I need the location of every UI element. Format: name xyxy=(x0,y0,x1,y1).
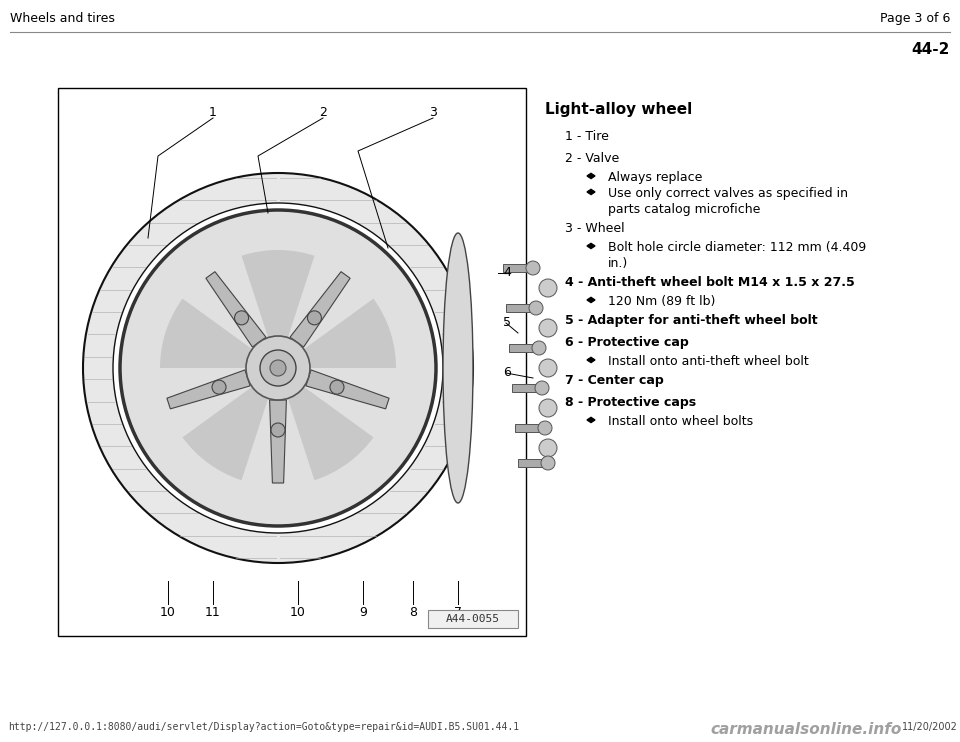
Circle shape xyxy=(539,399,557,417)
Wedge shape xyxy=(160,298,278,368)
Polygon shape xyxy=(587,298,595,303)
Text: 10: 10 xyxy=(160,606,176,619)
Bar xyxy=(506,304,534,312)
Polygon shape xyxy=(167,370,251,409)
Circle shape xyxy=(535,381,549,395)
Text: Use only correct valves as specified in: Use only correct valves as specified in xyxy=(608,187,848,200)
Circle shape xyxy=(212,380,226,394)
Bar xyxy=(503,264,531,272)
Text: 4: 4 xyxy=(503,266,511,280)
Text: 8 - Protective caps: 8 - Protective caps xyxy=(565,396,696,409)
Text: 6: 6 xyxy=(503,367,511,379)
Polygon shape xyxy=(587,417,595,422)
Circle shape xyxy=(330,380,344,394)
Bar xyxy=(515,424,543,432)
Circle shape xyxy=(532,341,546,355)
Text: 6 - Protective cap: 6 - Protective cap xyxy=(565,336,688,349)
Text: Light-alloy wheel: Light-alloy wheel xyxy=(545,102,692,117)
Circle shape xyxy=(529,301,543,315)
Text: 10: 10 xyxy=(290,606,306,619)
Polygon shape xyxy=(270,400,286,483)
Text: parts catalog microfiche: parts catalog microfiche xyxy=(608,203,760,216)
Text: 5 - Adapter for anti-theft wheel bolt: 5 - Adapter for anti-theft wheel bolt xyxy=(565,314,818,327)
Circle shape xyxy=(120,210,436,526)
Text: in.): in.) xyxy=(608,257,628,270)
Polygon shape xyxy=(587,174,595,179)
Wedge shape xyxy=(278,368,373,480)
Circle shape xyxy=(538,421,552,435)
Circle shape xyxy=(246,336,310,400)
Text: 11/20/2002: 11/20/2002 xyxy=(902,722,958,732)
Text: 3 - Wheel: 3 - Wheel xyxy=(565,222,625,235)
Bar xyxy=(58,88,526,636)
Text: Page 3 of 6: Page 3 of 6 xyxy=(879,12,950,25)
Text: carmanualsonline.info: carmanualsonline.info xyxy=(710,722,901,737)
Circle shape xyxy=(83,173,473,563)
Wedge shape xyxy=(242,250,315,368)
Text: Bolt hole circle diameter: 112 mm (4.409: Bolt hole circle diameter: 112 mm (4.409 xyxy=(608,241,866,254)
Text: 5: 5 xyxy=(503,317,511,329)
Text: 120 Nm (89 ft lb): 120 Nm (89 ft lb) xyxy=(608,295,715,308)
Text: Wheels and tires: Wheels and tires xyxy=(10,12,115,25)
Circle shape xyxy=(307,311,322,325)
Ellipse shape xyxy=(443,233,473,503)
Text: 44-2: 44-2 xyxy=(912,42,950,57)
Wedge shape xyxy=(182,368,278,480)
Circle shape xyxy=(113,203,443,533)
Circle shape xyxy=(526,261,540,275)
Text: 1 - Tire: 1 - Tire xyxy=(565,130,609,143)
Circle shape xyxy=(539,439,557,457)
Polygon shape xyxy=(587,243,595,249)
Circle shape xyxy=(539,359,557,377)
Text: 7 - Center cap: 7 - Center cap xyxy=(565,374,663,387)
Text: http://127.0.0.1:8080/audi/servlet/Display?action=Goto&type=repair&id=AUDI.B5.SU: http://127.0.0.1:8080/audi/servlet/Displ… xyxy=(8,722,519,732)
Text: 2 - Valve: 2 - Valve xyxy=(565,152,619,165)
Text: Always replace: Always replace xyxy=(608,171,703,184)
Circle shape xyxy=(539,279,557,297)
Bar xyxy=(509,344,537,352)
Circle shape xyxy=(539,319,557,337)
Bar xyxy=(518,459,546,467)
Polygon shape xyxy=(290,272,350,347)
Text: 2: 2 xyxy=(319,106,327,119)
Circle shape xyxy=(270,360,286,376)
Text: A44-0055: A44-0055 xyxy=(446,614,500,624)
Circle shape xyxy=(541,456,555,470)
Text: 9: 9 xyxy=(359,606,367,619)
Text: 1: 1 xyxy=(209,106,217,119)
Text: 11: 11 xyxy=(205,606,221,619)
Circle shape xyxy=(234,311,249,325)
Polygon shape xyxy=(205,272,266,347)
Text: 3: 3 xyxy=(429,106,437,119)
Polygon shape xyxy=(587,358,595,363)
Text: 8: 8 xyxy=(409,606,417,619)
Polygon shape xyxy=(306,370,389,409)
Text: 7: 7 xyxy=(454,606,462,619)
Circle shape xyxy=(260,350,296,386)
Bar xyxy=(428,610,518,628)
Text: Install onto anti-theft wheel bolt: Install onto anti-theft wheel bolt xyxy=(608,355,808,368)
Text: Install onto wheel bolts: Install onto wheel bolts xyxy=(608,415,754,428)
Wedge shape xyxy=(278,298,396,368)
Text: 4 - Anti-theft wheel bolt M14 x 1.5 x 27.5: 4 - Anti-theft wheel bolt M14 x 1.5 x 27… xyxy=(565,276,854,289)
Bar xyxy=(512,384,540,392)
Circle shape xyxy=(271,423,285,437)
Polygon shape xyxy=(587,189,595,194)
